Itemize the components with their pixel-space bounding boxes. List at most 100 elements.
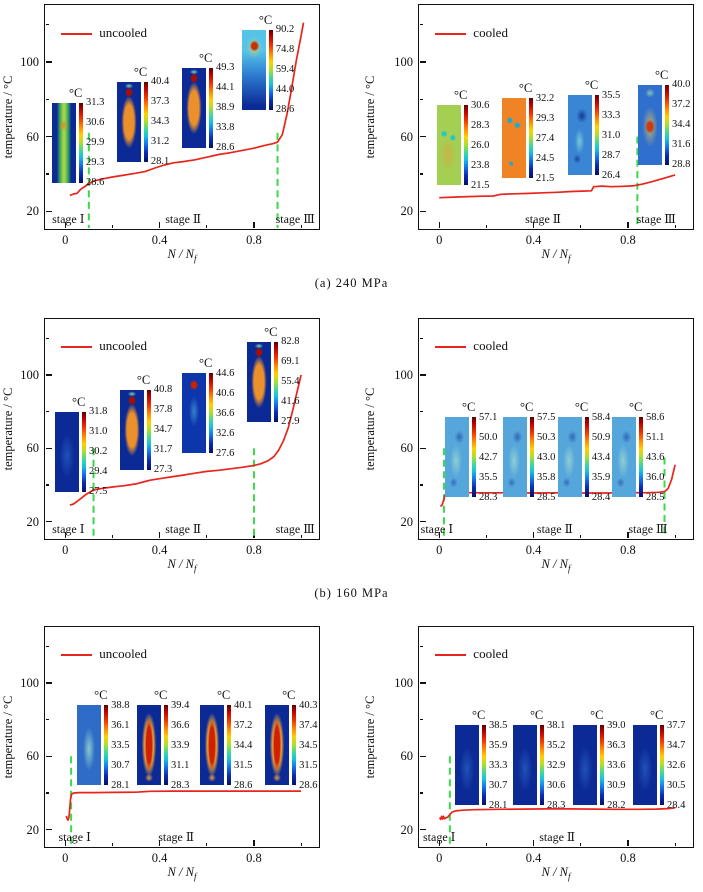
y-axis-title: temperature / °C (363, 75, 377, 159)
y-minor-tick (45, 173, 50, 175)
colorbar-tick-label: 28.1 (488, 799, 508, 811)
colorbar-tick-label: 38.8 (111, 699, 130, 711)
x-axis-title-text: N / Nf (167, 557, 197, 574)
y-minor-tick (419, 23, 424, 26)
x-tick-label: 0 (62, 233, 69, 247)
thermal-inset-4: °C 40.0 37.2 34.4 31.6 28.8 (637, 68, 702, 170)
x-axis-title-subscript: f (193, 563, 197, 574)
stage-label: stage Ⅲ (636, 212, 676, 226)
thermal-image (137, 705, 161, 786)
colorbar-unit-label: °C (462, 400, 476, 414)
thermal-image (612, 417, 637, 497)
thermal-image (247, 341, 272, 422)
colorbar-tick-label: 30.9 (607, 779, 626, 791)
colorbar-tick-label: 28.3 (546, 799, 566, 811)
colorbar-tick-label: 39.4 (171, 699, 190, 711)
colorbar (164, 705, 168, 786)
colorbar-tick-label: 31.7 (153, 444, 173, 456)
x-tick-label: 0.8 (246, 851, 262, 865)
colorbar-unit-label: °C (654, 67, 669, 82)
x-axis-title-subscript: f (193, 253, 197, 264)
colorbar-unit-label: °C (136, 372, 151, 387)
colorbar-tick-label: 49.3 (216, 62, 235, 74)
thermal-inset-1: °C 30.6 28.3 26.0 23.8 21.5 (437, 88, 501, 191)
colorbar-unit-label: °C (133, 64, 148, 79)
thermal-inset-4: °C 40.3 37.4 34.5 31.5 28.6 (265, 688, 329, 791)
colorbar-tick-label: 33.5 (111, 739, 130, 751)
thermal-image (454, 725, 479, 805)
y-major-tick (45, 136, 52, 138)
colorbar-tick-label: 40.4 (150, 76, 170, 88)
legend-label: cooled (473, 646, 508, 662)
caption-a: (a) 240 MPa (314, 276, 389, 290)
colorbar-tick-label: 28.6 (216, 142, 235, 154)
x-major-tick (158, 532, 161, 539)
y-major-tick (419, 136, 426, 138)
x-major-tick (438, 532, 440, 539)
colorbar-tick-label: 32.6 (667, 759, 686, 771)
thermal-inset-1: °C 57.1 50.0 42.7 35.5 28.3 (445, 400, 509, 503)
legend-line-sample (60, 346, 93, 349)
colorbar-unit-label: °C (574, 400, 589, 414)
y-axis-title: temperature / °C (1, 387, 15, 471)
colorbar-tick-label: 28.6 (86, 177, 105, 189)
legend-line-sample (434, 32, 467, 35)
y-tick-label: 100 (394, 367, 413, 382)
y-tick-label: 100 (20, 54, 39, 69)
x-minor-tick (580, 224, 582, 229)
x-minor-tick (485, 842, 487, 847)
colorbar-tick-label: 21.5 (535, 172, 555, 184)
y-tick-label: 100 (394, 54, 413, 69)
colorbar-unit-label: °C (518, 81, 533, 96)
colorbar-tick-label: 27.3 (153, 464, 173, 476)
colorbar-tick-label: 29.3 (535, 112, 555, 124)
x-major-tick (627, 532, 629, 539)
temperature-curve-plot (439, 136, 676, 228)
colorbar-unit-label: °C (199, 50, 213, 65)
y-tick-label: 100 (394, 675, 413, 690)
y-major-tick (419, 61, 426, 63)
y-minor-tick (419, 98, 424, 100)
x-major-tick (532, 840, 535, 847)
colorbar-tick-label: 33.3 (601, 109, 621, 121)
y-minor-tick (45, 337, 50, 339)
colorbar-tick-label: 40.0 (671, 79, 691, 91)
y-major-tick (419, 682, 426, 684)
colorbar-tick-label: 37.3 (150, 96, 170, 108)
y-major-tick (419, 210, 426, 213)
thermal-image (241, 29, 266, 110)
colorbar-tick-label: 58.4 (591, 411, 611, 423)
x-axis-title-subscript: f (567, 871, 571, 882)
colorbar-unit-label: °C (629, 400, 643, 414)
colorbar-unit-label: °C (94, 688, 108, 703)
colorbar-tick-label: 30.6 (86, 117, 105, 129)
y-tick-label: 100 (20, 367, 39, 382)
colorbar (530, 417, 534, 497)
colorbar-tick-label: 29.9 (86, 137, 105, 149)
colorbar-tick-label: 35.8 (537, 471, 556, 483)
colorbar-tick-label: 33.3 (488, 759, 508, 771)
x-axis-title: N / Nf (418, 865, 694, 882)
legend-label: uncooled (99, 24, 147, 40)
colorbar (209, 373, 213, 454)
colorbar (146, 389, 151, 470)
x-tick-label: 0.8 (246, 543, 262, 557)
colorbar-tick-label: 58.6 (646, 411, 665, 423)
colorbar-tick-label: 34.3 (150, 116, 170, 128)
thermal-image (265, 705, 290, 786)
thermal-inset-1: °C 38.5 35.9 33.3 30.7 28.1 (454, 708, 519, 811)
colorbar (539, 725, 544, 805)
colorbar (584, 417, 589, 497)
colorbar-tick-label: 34.7 (153, 424, 173, 436)
x-major-tick (253, 840, 255, 847)
colorbar-tick-label: 31.8 (89, 406, 108, 418)
plot-frame (44, 626, 320, 848)
y-tick-label: 100 (20, 675, 39, 690)
y-major-tick (45, 521, 52, 523)
y-minor-tick (419, 792, 424, 794)
legend-line-sample (60, 32, 93, 35)
y-major-tick (45, 61, 52, 63)
